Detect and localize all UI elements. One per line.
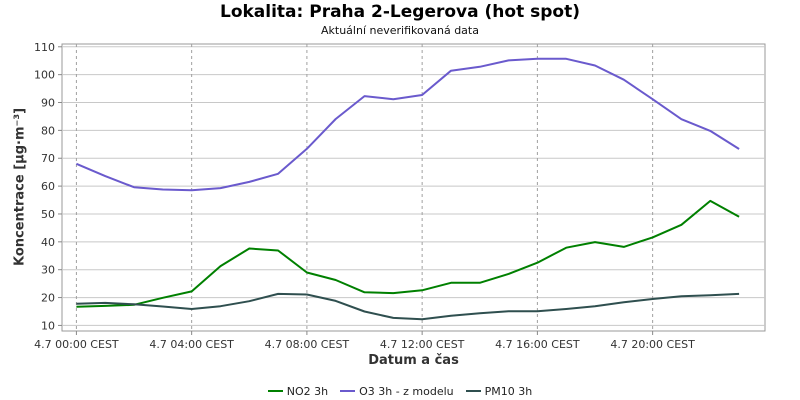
y-tick-label: 30 <box>41 264 55 277</box>
y-tick-label: 80 <box>41 124 55 137</box>
x-axis-label: Datum a čas <box>368 353 459 368</box>
legend-item: O3 3h - z modelu <box>340 385 454 398</box>
series-line <box>76 57 740 192</box>
chart-title: Lokalita: Praha 2-Legerova (hot spot) <box>219 2 580 22</box>
x-tick-label: 4.7 12:00 CEST <box>380 338 465 351</box>
y-tick-label: 70 <box>41 152 55 165</box>
y-tick-label: 100 <box>34 69 55 82</box>
legend: NO2 3h O3 3h - z modelu PM10 3h <box>0 382 800 398</box>
grid-lines <box>62 44 765 331</box>
y-tick-label: 40 <box>41 236 55 249</box>
series-line <box>76 199 740 308</box>
y-tick-label: 110 <box>34 41 55 54</box>
legend-swatch <box>267 390 283 392</box>
y-tick-label: 10 <box>41 319 55 332</box>
legend-swatch <box>340 390 356 392</box>
x-tick-label: 4.7 08:00 CEST <box>265 338 350 351</box>
x-tick-label: 4.7 20:00 CEST <box>610 338 695 351</box>
y-tick-label: 90 <box>41 97 55 110</box>
x-tick-label: 4.7 16:00 CEST <box>495 338 580 351</box>
legend-label: NO2 3h <box>286 384 329 398</box>
y-tick-label: 60 <box>41 180 55 193</box>
series-lines <box>76 57 740 321</box>
y-tick-label: 50 <box>41 208 55 221</box>
legend-item: PM10 3h <box>465 384 533 398</box>
x-tick-label: 4.7 00:00 CEST <box>34 338 119 351</box>
y-axis-label: Koncentrace [µg·m⁻³] <box>12 107 28 267</box>
chart-subtitle: Aktuální neverifikovaná data <box>321 24 479 37</box>
legend-item: NO2 3h <box>267 384 329 398</box>
legend-label: O3 3h - z modelu <box>359 384 454 398</box>
legend-label: PM10 3h <box>484 384 533 398</box>
axes: 10 20 30 40 50 60 70 80 90 100 110 4.7 00:00 CEST 4.… <box>34 41 695 351</box>
y-tick-label: 20 <box>41 292 55 305</box>
legend-swatch <box>465 390 481 392</box>
x-tick-label: 4.7 04:00 CEST <box>149 338 234 351</box>
series-line <box>76 292 740 321</box>
plot-area <box>61 43 766 332</box>
